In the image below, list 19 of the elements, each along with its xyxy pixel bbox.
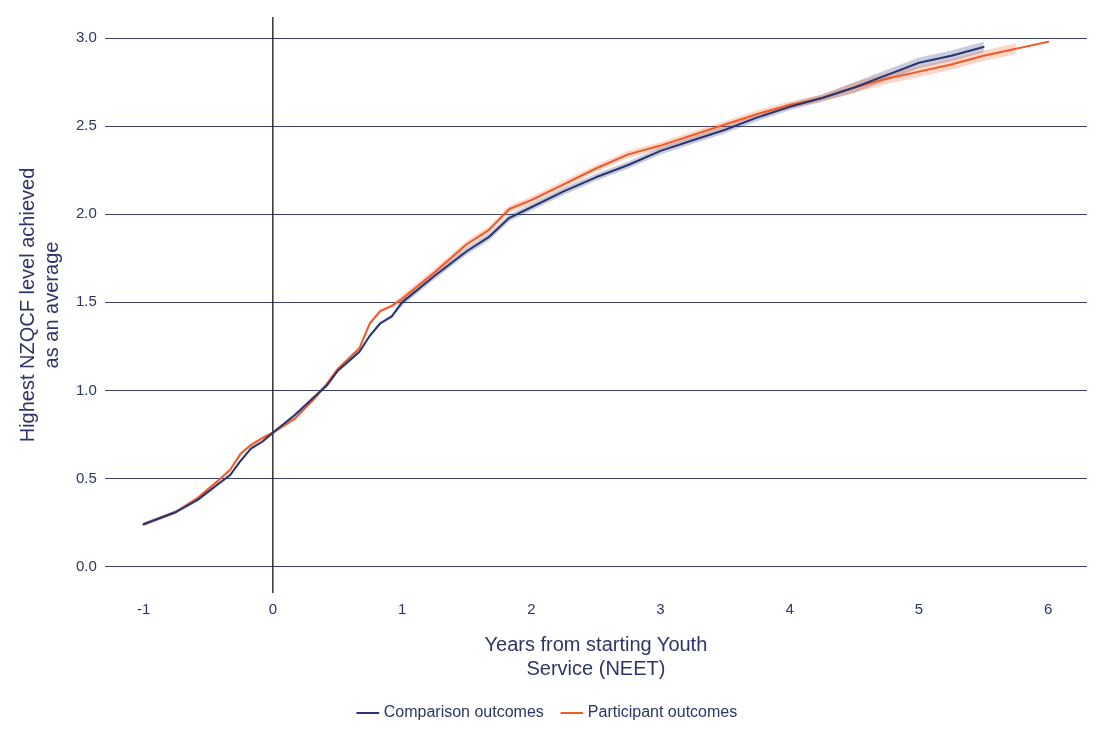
legend-label: Comparison outcomes <box>383 703 544 721</box>
y-tick-label: 0.0 <box>75 556 97 574</box>
y-tick-label: 1.5 <box>75 292 97 310</box>
x-tick-label: 6 <box>1044 600 1053 618</box>
x-tick-label: 0 <box>268 600 278 618</box>
y-tick-label: 2.5 <box>75 116 97 134</box>
y-tick-label: 2.0 <box>75 204 97 222</box>
y-tick-label: 3.0 <box>75 28 97 46</box>
x-tick-label: 1 <box>397 600 407 618</box>
x-tick-label: 3 <box>656 600 665 618</box>
x-tick-label: 2 <box>527 600 536 618</box>
x-tick-label: 5 <box>914 600 924 618</box>
x-tick-label: -1 <box>136 600 151 618</box>
legend-label: Participant outcomes <box>587 703 738 721</box>
x-tick-label: 4 <box>785 600 794 618</box>
y-axis-title: Highest NZQCF level achieved as an average <box>15 167 62 443</box>
y-tick-label: 1.0 <box>75 380 97 398</box>
y-tick-label: 0.5 <box>75 468 97 486</box>
x-axis-title: Years from starting Youth Service (NEET) <box>484 632 708 679</box>
